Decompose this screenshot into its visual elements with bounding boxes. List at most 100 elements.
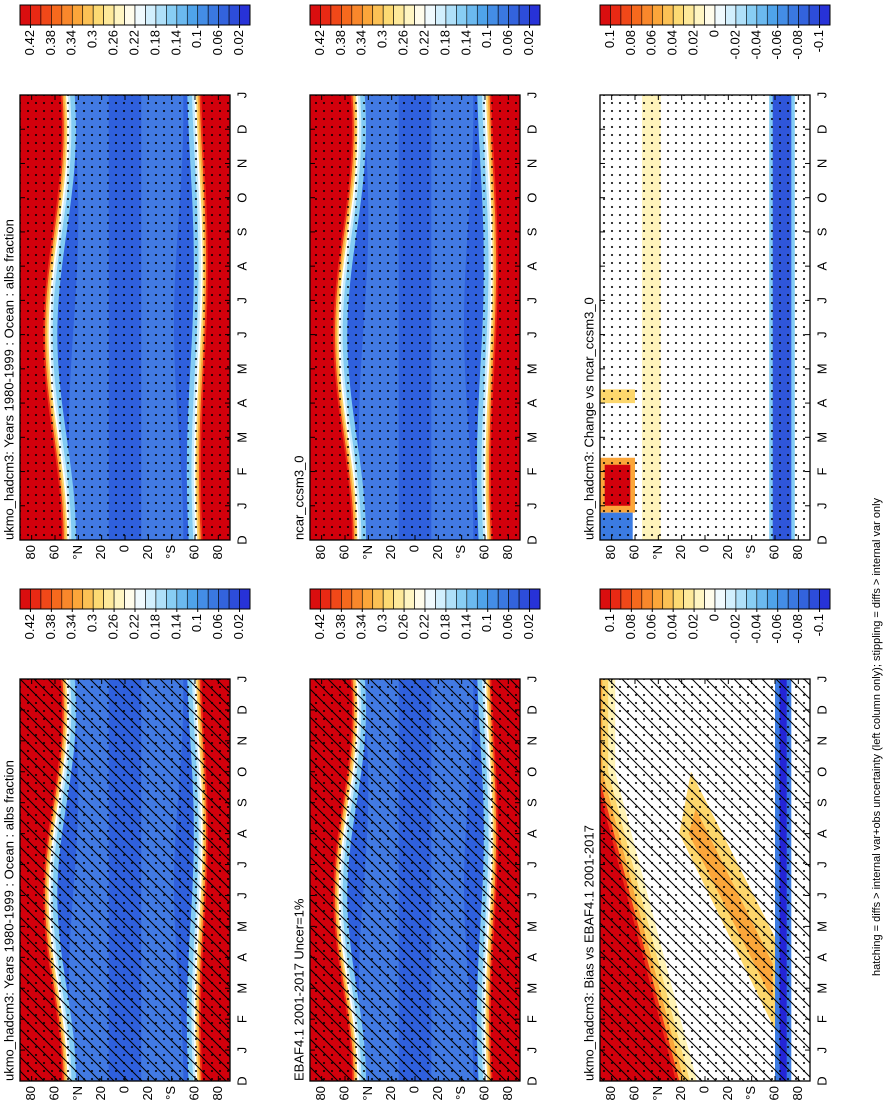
- x-tick-label: J: [234, 331, 249, 338]
- colorbar-level: [341, 588, 353, 610]
- colorbar-label: -0.06: [769, 30, 784, 60]
- x-tick-label: O: [524, 193, 539, 203]
- panel-title: ukmo_hadcm3: Years 1980-1999 : Ocean : a…: [1, 219, 16, 540]
- colorbar-level: [351, 588, 363, 610]
- x-tick-label: M: [234, 983, 249, 994]
- colorbar-level: [155, 4, 167, 26]
- colorbar-level: [746, 4, 758, 26]
- colorbar-level: [631, 4, 643, 26]
- colorbar-level: [714, 588, 726, 610]
- colorbar-level: [445, 588, 457, 610]
- colorbar-level: [466, 4, 478, 26]
- colorbar-level: [693, 4, 705, 26]
- x-tick-label: J: [814, 297, 829, 304]
- colorbar-level: [40, 4, 52, 26]
- colorbar-label: 0.06: [500, 30, 515, 55]
- colorbar-label: -0.08: [790, 614, 805, 644]
- colorbar-level: [228, 588, 240, 610]
- colorbar-label: 0.02: [231, 30, 246, 55]
- colorbar-level: [207, 588, 219, 610]
- colorbar-level: [61, 588, 73, 610]
- colorbar-level: [651, 588, 664, 610]
- colorbar-label: 0: [706, 614, 721, 621]
- colorbar-level: [693, 588, 705, 610]
- colorbar-level: [756, 588, 768, 610]
- colorbar-level: [197, 588, 209, 610]
- y-tick-label: 60: [46, 1086, 61, 1100]
- field: [20, 679, 230, 1081]
- colorbar-label: 0.1: [479, 614, 494, 632]
- y-tick-label: 60: [766, 545, 781, 559]
- x-tick-label: D: [814, 705, 829, 714]
- colorbar-level: [518, 588, 530, 610]
- y-tick-label: 80: [210, 545, 225, 559]
- stippling: [600, 95, 810, 540]
- colorbar-level: [197, 4, 209, 26]
- colorbar-label: 0.1: [189, 30, 204, 48]
- y-tick-label: °N: [360, 1086, 375, 1101]
- y-tick-label: 80: [500, 1086, 515, 1100]
- colorbar-label: 0.18: [437, 614, 452, 639]
- x-tick-label: D: [524, 125, 539, 134]
- colorbar-level: [683, 4, 695, 26]
- y-tick-label: 20: [720, 545, 735, 559]
- colorbar-level: [92, 588, 104, 610]
- colorbar-label: 0.18: [437, 30, 452, 55]
- colorbar-level: [704, 4, 716, 26]
- colorbar-label: 0.02: [686, 614, 701, 639]
- x-tick-label: F: [524, 468, 539, 476]
- field: [310, 679, 520, 1081]
- x-tick-label: N: [814, 159, 829, 168]
- x-tick-label: O: [234, 193, 249, 203]
- colorbar-label: 0.26: [396, 614, 411, 639]
- x-tick-label: J: [814, 861, 829, 868]
- colorbar-level: [309, 4, 321, 26]
- colorbar-label: 0.08: [623, 30, 638, 55]
- panel-title: EBAF4.1 2001-2017 Uncer=1%: [291, 898, 306, 1081]
- y-tick-label: °N: [650, 545, 665, 560]
- colorbar-level: [186, 4, 199, 26]
- x-tick-label: A: [524, 829, 539, 838]
- colorbar-level: [756, 4, 768, 26]
- x-tick-label: M: [814, 983, 829, 994]
- colorbar-label: 0.22: [126, 30, 141, 55]
- x-tick-label: J: [524, 676, 539, 683]
- x-tick-label: A: [814, 398, 829, 407]
- colorbar-label: 0.38: [43, 30, 58, 55]
- colorbar-level: [466, 588, 478, 610]
- x-tick-label: J: [234, 297, 249, 304]
- colorbar-level: [424, 588, 436, 610]
- colorbar-label: 0.34: [64, 614, 79, 639]
- colorbar-label: 0.38: [333, 30, 348, 55]
- x-tick-label: J: [524, 1047, 539, 1054]
- colorbar-level: [620, 588, 632, 610]
- colorbar-level: [176, 588, 188, 610]
- x-tick-label: J: [234, 1047, 249, 1054]
- colorbar-level: [351, 4, 363, 26]
- colorbar-level: [40, 588, 52, 610]
- colorbar-label: 0.22: [126, 614, 141, 639]
- colorbar-label: 0.04: [665, 614, 680, 639]
- colorbar-level: [641, 588, 653, 610]
- colorbar-level: [341, 4, 353, 26]
- colorbar-level: [30, 588, 42, 610]
- field: [310, 95, 520, 540]
- x-tick-label: D: [814, 1076, 829, 1085]
- x-tick-label: O: [814, 193, 829, 203]
- colorbar-label: 0.06: [644, 30, 659, 55]
- x-tick-label: J: [814, 503, 829, 510]
- x-tick-label: M: [814, 363, 829, 374]
- colorbar-label: -0.1: [811, 614, 826, 636]
- colorbar-level: [808, 588, 820, 610]
- colorbar-level: [330, 588, 342, 610]
- colorbar-level: [508, 4, 520, 26]
- x-tick-label: F: [234, 468, 249, 476]
- colorbar-level: [92, 4, 104, 26]
- x-tick-label: D: [524, 535, 539, 544]
- colorbar-label: 0.06: [210, 614, 225, 639]
- y-tick-label: 20: [140, 545, 155, 559]
- x-tick-label: M: [524, 363, 539, 374]
- colorbar-level: [787, 4, 799, 26]
- colorbar-level: [798, 4, 810, 26]
